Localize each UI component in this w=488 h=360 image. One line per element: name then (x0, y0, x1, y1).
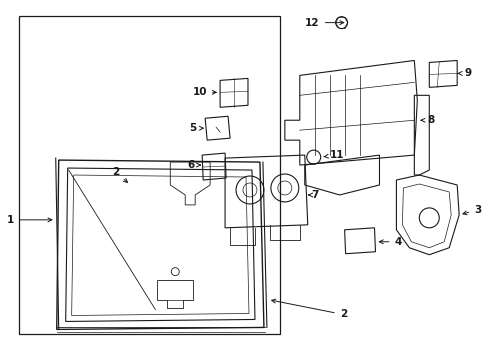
Text: 4: 4 (379, 237, 401, 247)
Text: 10: 10 (192, 87, 216, 97)
Text: 8: 8 (420, 115, 434, 125)
Text: 9: 9 (457, 68, 470, 78)
Text: 11: 11 (324, 150, 344, 160)
Text: 1: 1 (7, 215, 52, 225)
Text: 5: 5 (188, 123, 203, 133)
Text: 12: 12 (305, 18, 343, 28)
Text: 6: 6 (186, 160, 200, 170)
Text: 3: 3 (462, 205, 480, 215)
Text: 2: 2 (271, 299, 346, 319)
Text: 7: 7 (308, 190, 319, 200)
Text: 2: 2 (112, 167, 127, 183)
